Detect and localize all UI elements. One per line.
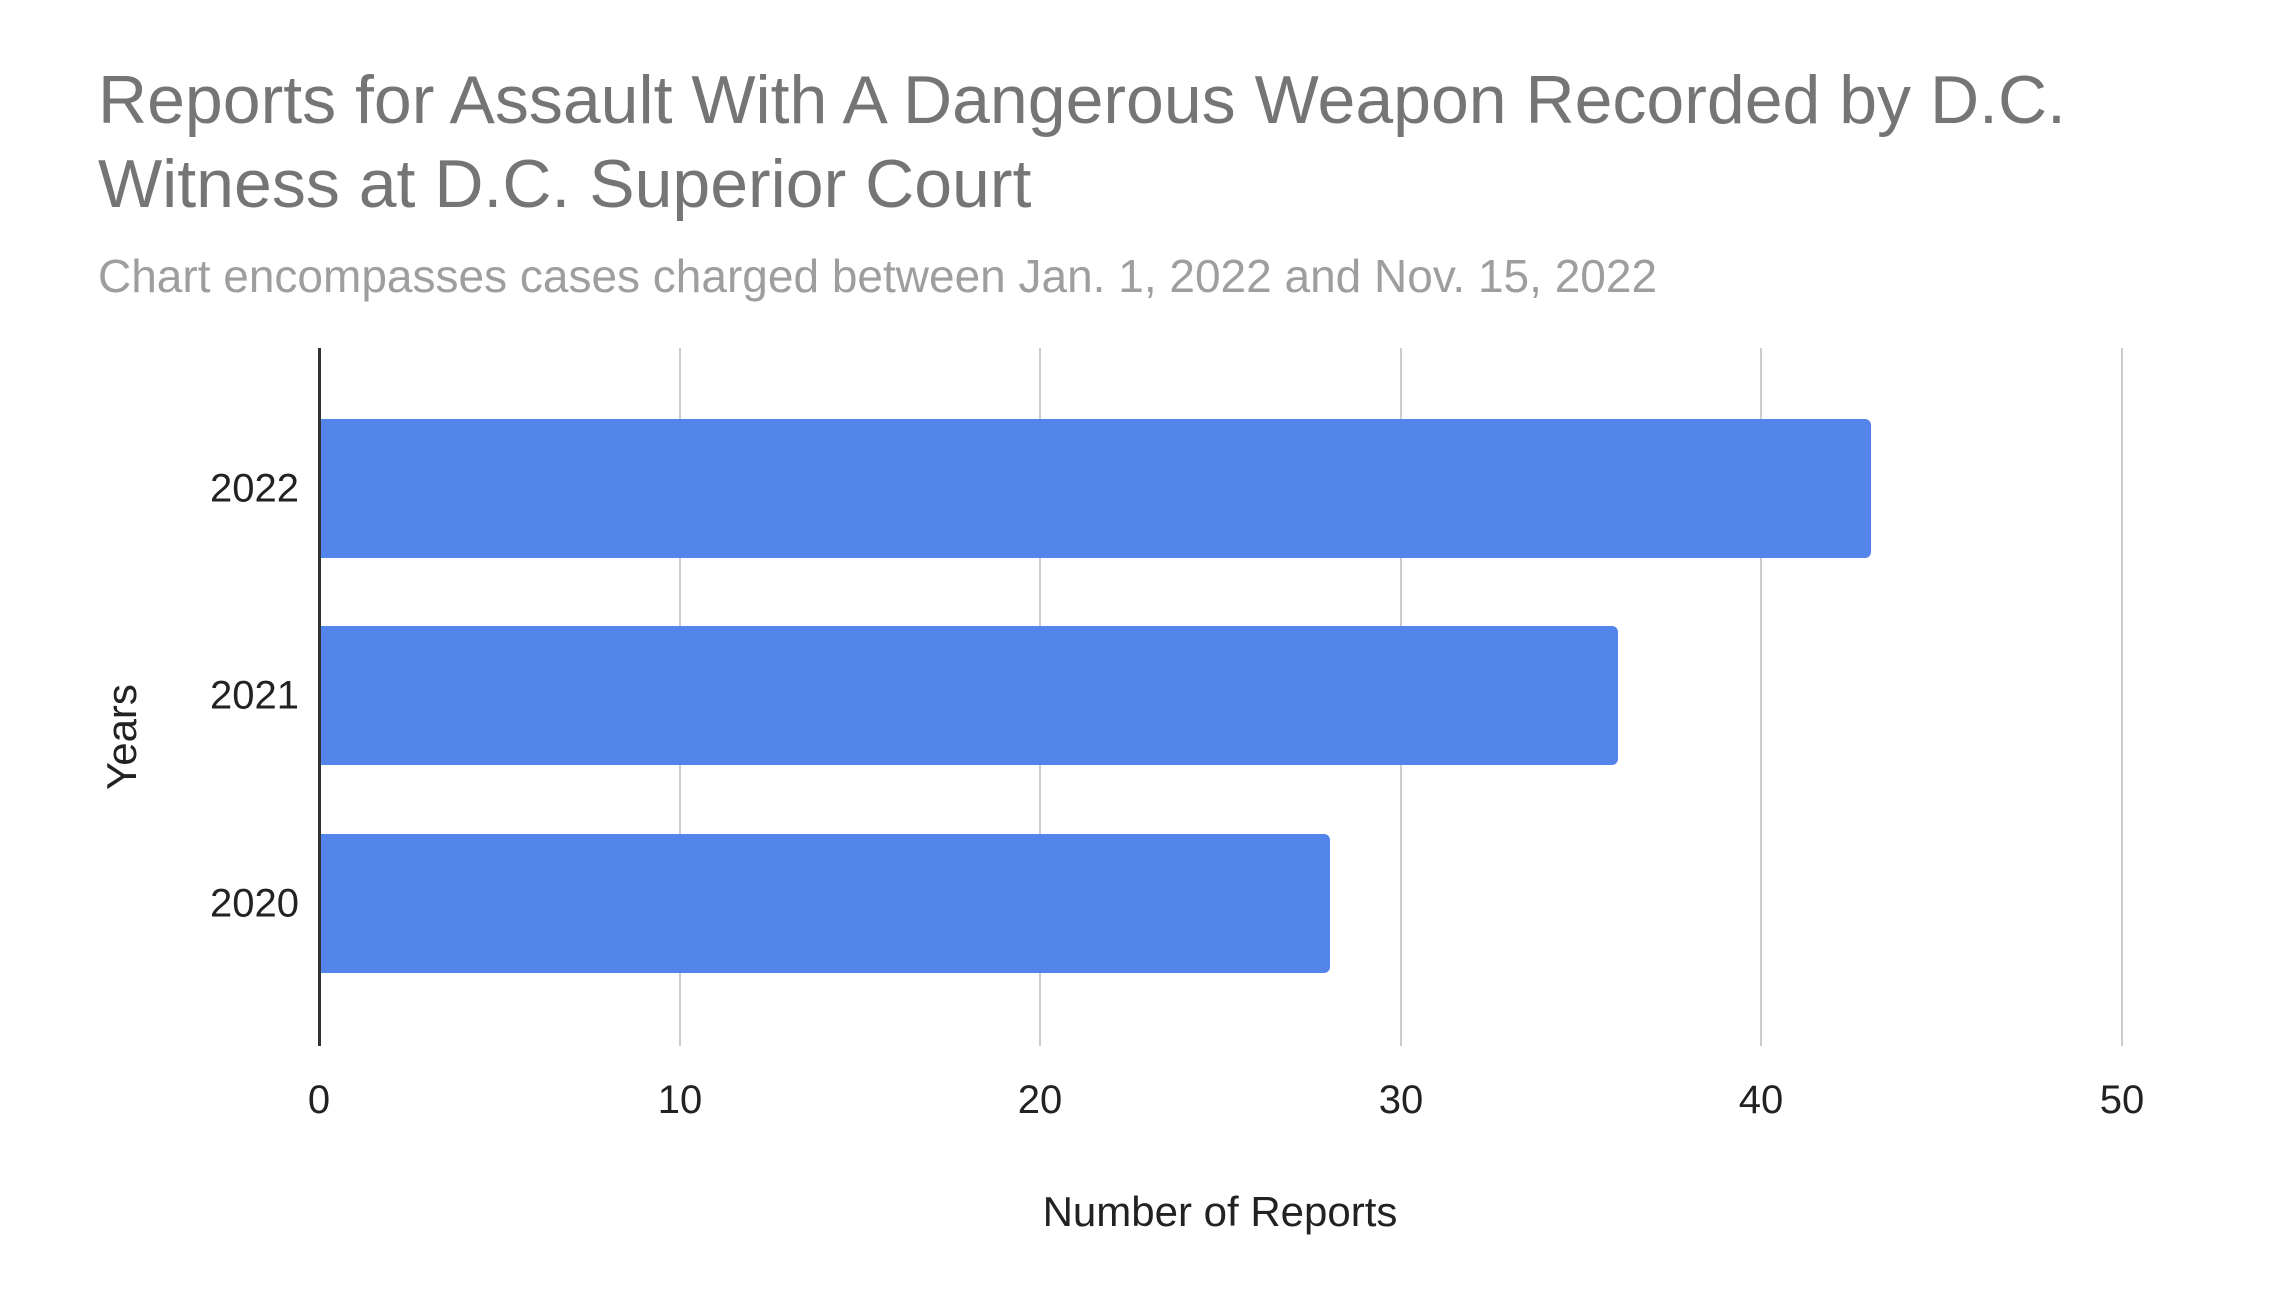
x-tick-label: 20 — [1017, 1078, 1063, 1122]
bar-2021[interactable] — [320, 626, 1619, 765]
y-tick-label: 2021 — [210, 673, 299, 718]
gridline-50 — [2121, 348, 2123, 1046]
x-axis-title: Number of Reports — [1042, 1188, 1398, 1235]
bar-2022[interactable] — [320, 419, 1871, 558]
x-tick-label: 50 — [2099, 1078, 2145, 1122]
bar-2020[interactable] — [320, 834, 1330, 973]
gridline-40 — [1760, 348, 1763, 1046]
chart-title: Reports for Assault With A Dangerous Wea… — [98, 62, 2066, 222]
y-axis-title: Years — [98, 684, 145, 790]
y-tick-label: 2020 — [210, 881, 299, 926]
x-tick-label: 10 — [657, 1078, 703, 1122]
x-tick-label: 30 — [1378, 1078, 1424, 1122]
x-tick-label: 40 — [1738, 1078, 1784, 1122]
chart-subtitle: Chart encompasses cases charged between … — [98, 250, 1658, 302]
plot-area: 2022 2021 2020 — [210, 348, 2123, 1046]
x-tick-label: 0 — [307, 1078, 331, 1122]
y-axis-line — [318, 348, 321, 1046]
y-tick-label: 2022 — [210, 466, 299, 511]
